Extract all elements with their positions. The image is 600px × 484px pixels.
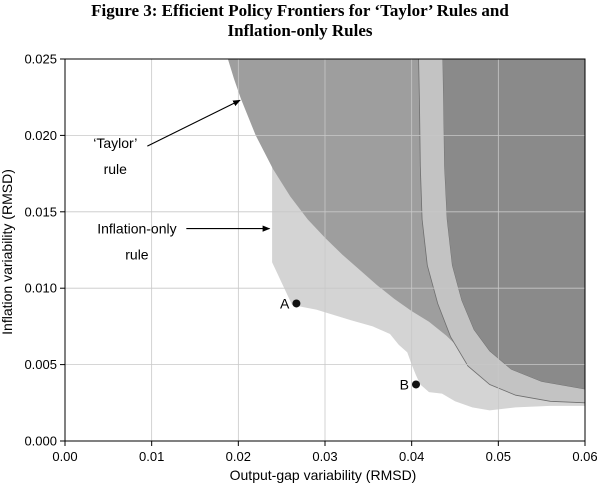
y-axis-ticks: 0.000 0.005 0.010 0.015 0.020 0.025 (24, 52, 65, 449)
x-axis-ticks: 0.00 0.01 0.02 0.03 0.04 0.05 0.06 (52, 441, 598, 464)
x-tick-label: 0.03 (312, 449, 337, 464)
chart-title-line-2: Inflation-only Rules (228, 21, 373, 40)
annotation-text: rule (125, 247, 149, 263)
y-tick-label: 0.010 (24, 281, 57, 296)
x-tick-label: 0.01 (139, 449, 164, 464)
y-tick-label: 0.020 (24, 128, 57, 143)
gridlines (65, 59, 585, 441)
plot-regions (227, 58, 586, 411)
point-label: B (400, 376, 409, 392)
point-marker (292, 299, 301, 308)
x-tick-label: 0.05 (486, 449, 511, 464)
chart-title-line-1: Figure 3: Efficient Policy Frontiers for… (91, 1, 509, 20)
y-tick-label: 0.015 (24, 204, 57, 219)
annotation-arrow (147, 99, 241, 147)
point-marker (412, 380, 420, 389)
y-tick-label: 0.005 (24, 357, 57, 372)
annotation-text: rule (104, 161, 128, 177)
annotations: ‘Taylor’ rule Inflation-only rule (93, 99, 271, 263)
x-tick-label: 0.04 (399, 449, 424, 464)
x-tick-label: 0.02 (226, 449, 251, 464)
y-tick-label: 0.000 (24, 434, 57, 449)
x-tick-label: 0.06 (572, 449, 597, 464)
y-tick-label: 0.025 (24, 52, 57, 67)
labelled-points: AB (280, 295, 420, 392)
annotation-text: ‘Taylor’ (93, 135, 137, 151)
y-axis-label: Inflation variability (RMSD) (0, 169, 15, 335)
point-label: A (280, 295, 290, 311)
x-axis-label: Output-gap variability (RMSD) (230, 467, 417, 483)
annotation-text: Inflation-only (97, 221, 176, 237)
frontier-band-dark (442, 59, 585, 389)
x-tick-label: 0.00 (52, 449, 77, 464)
